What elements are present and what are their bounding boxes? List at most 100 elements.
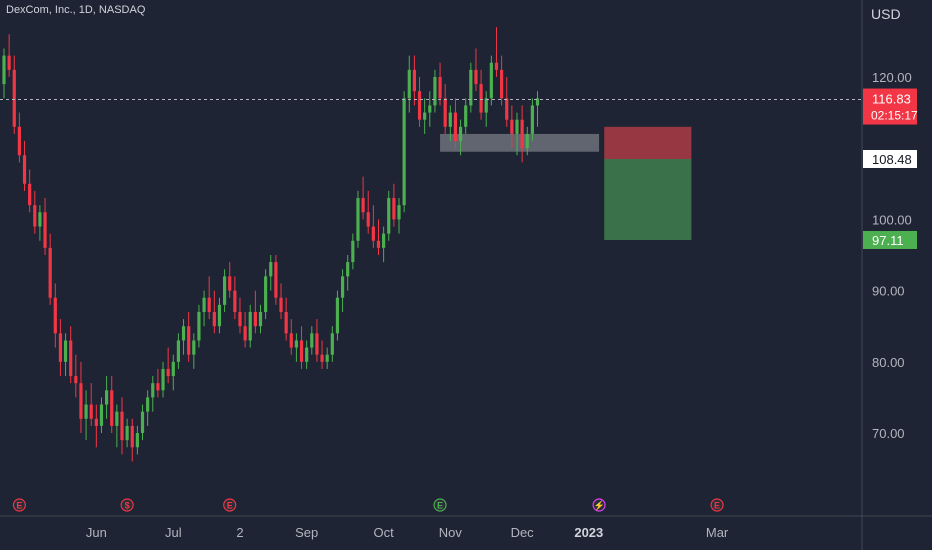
earnings-event-icon[interactable]: E [223,498,237,512]
candle-body [156,383,160,391]
candle-body [289,333,293,348]
candle-body [366,212,370,227]
candle [187,311,191,362]
candle [397,198,401,234]
candle-body [346,262,350,277]
dividend-event-icon[interactable]: $ [120,498,134,512]
candle-body [79,383,83,419]
candle [505,76,509,127]
earnings-event-icon[interactable]: E [12,498,26,512]
candle [392,183,396,227]
support-zone[interactable] [440,133,600,152]
candle [207,276,211,320]
candle [464,98,468,134]
candle-body [335,297,340,334]
candle-body [166,368,170,377]
candle [289,319,293,355]
currency-label[interactable]: USD [871,6,901,22]
candle [12,55,16,134]
candle-body [320,354,324,362]
candle-body [500,69,504,99]
candle-body [187,326,191,355]
candle [453,98,458,149]
split-event-icon[interactable]: ⚡ [592,498,606,512]
candle [335,290,340,341]
candle-body [469,69,473,106]
candle-body [125,425,129,441]
candle [274,255,278,305]
candle-body [135,433,139,448]
candle [243,311,247,348]
candle-body [382,233,386,248]
candle-body [84,404,88,419]
candle-body [340,276,345,298]
candle-body [356,198,360,241]
candle-body [387,198,391,234]
candle [361,176,365,220]
candle [48,233,52,305]
candle [433,69,437,113]
candle-body [69,340,73,377]
candle [166,347,170,384]
event-marker-circle [12,498,26,512]
event-marker-glyph: E [227,501,233,511]
event-marker-glyph: ⚡ [593,500,604,512]
candle-body [494,62,499,70]
candle [233,276,237,320]
time-tick-label: Jun [86,525,107,540]
entry-price-badge [863,150,917,169]
candle-body [89,404,93,419]
candle [310,326,314,355]
target-price-label: 97.11 [872,233,904,248]
candle [212,290,216,334]
candle-body [392,198,396,220]
candle-body [197,311,201,341]
candle [530,98,534,142]
candle-body [279,297,283,312]
candle [161,361,165,398]
candle [407,55,411,113]
candle [125,418,129,448]
candle [325,347,329,369]
candle [299,326,304,369]
candle [479,69,483,120]
candle [197,304,201,348]
candle [269,255,273,291]
candle-body [397,205,401,220]
candle-body [376,240,381,248]
candle [89,383,93,426]
candle [53,283,57,348]
candle-body [253,311,257,327]
last-price-badge [863,88,917,125]
price-tick-label: 90.00 [872,284,905,299]
candle-body [325,354,329,362]
candle [171,354,175,391]
candle [115,404,119,448]
candle [17,112,21,163]
price-tick-label: 120.00 [872,70,912,85]
candle [330,326,334,362]
candle [156,368,160,398]
candle [525,126,529,156]
stop-loss-zone[interactable] [604,126,692,160]
candle-body [207,297,211,312]
earnings-event-icon[interactable]: E [433,498,447,512]
symbol-title: DexCom, Inc., 1D, NASDAQ [6,4,146,16]
candle-body [525,133,529,149]
price-tick-label: 70.00 [872,426,905,441]
candle-body [140,411,145,434]
candle-body [38,212,42,227]
take-profit-zone[interactable] [604,159,692,240]
candle [176,333,181,369]
candle [228,262,232,298]
candle-body [479,84,483,113]
candle-body [2,55,6,85]
candle-body [161,368,165,391]
time-tick-label: Nov [439,525,463,540]
candle-body [520,119,524,149]
candle-body [299,340,304,362]
candle-body [407,69,411,99]
earnings-event-icon[interactable]: E [710,498,724,512]
candle-body [58,333,63,362]
